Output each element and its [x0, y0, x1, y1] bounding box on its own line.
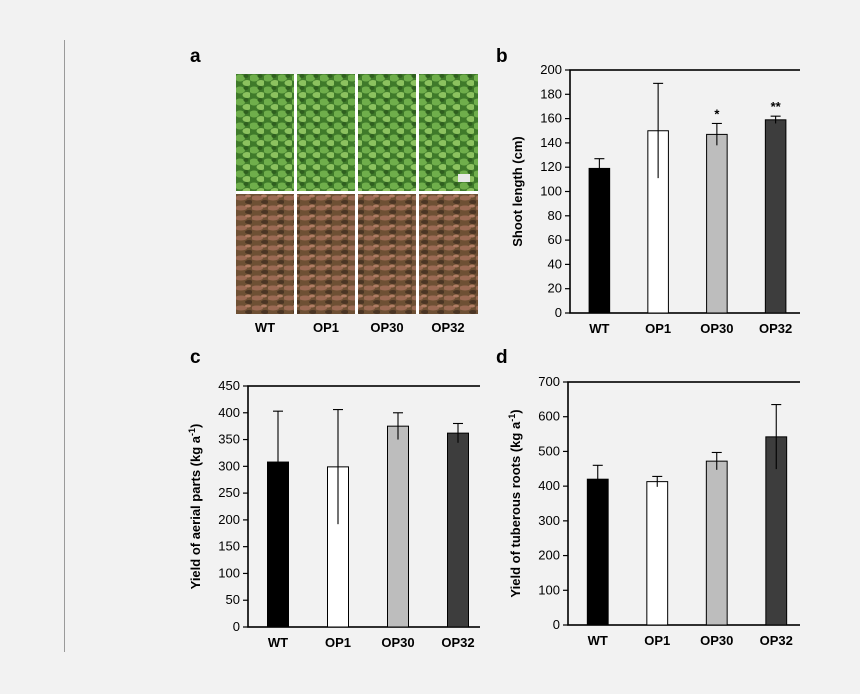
- y-tick-label: 150: [218, 539, 240, 554]
- y-tick-label: 40: [548, 256, 562, 271]
- y-tick-label: 300: [538, 513, 560, 528]
- significance-mark: *: [714, 106, 720, 121]
- chart-tuber-yield: 0 100 200 300 400 500 600 700 Yield of tuberous …: [507, 374, 800, 648]
- x-tick-label-op32: OP32: [759, 321, 792, 336]
- x-tick-label-op1: OP1: [645, 321, 671, 336]
- y-tick-label: 200: [538, 548, 560, 563]
- tuber-row: [236, 194, 478, 314]
- x-tick-label-op30: OP30: [700, 633, 733, 648]
- panel-letter-a: a: [190, 46, 201, 67]
- y-tick-label: 100: [218, 565, 240, 580]
- y-tick-label: 20: [548, 281, 562, 296]
- bar-op30: [706, 133, 728, 314]
- y-axis-label: Yield of tuberous roots (kg a-1): [507, 409, 523, 597]
- y-tick-label: 400: [538, 478, 560, 493]
- bar-wt: [586, 478, 609, 626]
- field-tag: [458, 174, 470, 182]
- chart-aerial-yield: 0 50 100 150 200 250 300 350 400 450 Yield of aeri…: [187, 378, 480, 650]
- x-tick-label-op1: OP1: [325, 635, 351, 650]
- y-tick-label: 400: [218, 405, 240, 420]
- y-tick-label: 350: [218, 432, 240, 447]
- bar-op32: [764, 119, 787, 314]
- y-tick-label: 500: [538, 443, 560, 458]
- y-tick-label: 0: [555, 305, 562, 320]
- photo-label-op1: OP1: [312, 320, 339, 335]
- y-tick-label: 0: [553, 617, 560, 632]
- y-tick-label: 250: [218, 485, 240, 500]
- y-axis-label: Shoot length (cm): [510, 136, 525, 247]
- y-tick-label: 600: [538, 409, 560, 424]
- y-tick-label: 700: [538, 374, 560, 389]
- x-tick-label-op30: OP30: [700, 321, 733, 336]
- left-divider-line: [64, 40, 65, 652]
- plot-frame: [567, 381, 800, 626]
- x-tick-label-wt: WT: [589, 321, 609, 336]
- bar-wt: [588, 167, 611, 314]
- significance-mark: **: [771, 99, 782, 114]
- chart-shoot-length: 0 20 40 60 80 100 120 140 160 180 200 Shoot length …: [510, 62, 800, 336]
- y-tick-label: 100: [540, 184, 562, 199]
- y-axis-label: Yield of aerial parts (kg a-1): [187, 424, 203, 590]
- y-tick-label: 80: [548, 208, 562, 223]
- y-tick-label: 450: [218, 378, 240, 393]
- x-tick-label-op32: OP32: [441, 635, 474, 650]
- field-photo: [236, 74, 478, 314]
- photo-label-op30: OP30: [370, 320, 404, 335]
- y-tick-label: 50: [226, 592, 240, 607]
- y-tick-label: 120: [540, 159, 562, 174]
- bar-op30: [387, 425, 409, 628]
- y-tick-label: 0: [233, 619, 240, 634]
- y-tick-label: 200: [218, 512, 240, 527]
- y-tick-label: 200: [540, 62, 562, 77]
- y-tick-label: 180: [540, 86, 562, 101]
- y-tick-label: 160: [540, 111, 562, 126]
- y-tick-label: 140: [540, 135, 562, 150]
- x-tick-label-op32: OP32: [760, 633, 793, 648]
- plot-frame: [247, 385, 480, 628]
- bar-op30: [705, 460, 728, 626]
- bar-op1: [646, 481, 669, 626]
- y-tick-label: 60: [548, 232, 562, 247]
- y-tick-label: 300: [218, 458, 240, 473]
- x-tick-label-wt: WT: [268, 635, 288, 650]
- photo-label-wt: WT: [254, 320, 276, 335]
- panel-letter-b: b: [496, 46, 508, 67]
- panel-letter-d: d: [496, 347, 508, 368]
- x-tick-label-op1: OP1: [644, 633, 670, 648]
- bar-op32: [447, 432, 469, 628]
- field-photo-composite: [236, 74, 478, 314]
- x-tick-label-wt: WT: [588, 633, 608, 648]
- panel-letter-c: c: [190, 347, 201, 368]
- photo-label-op32: OP32: [431, 320, 465, 335]
- y-tick-label: 100: [538, 582, 560, 597]
- foliage-row: [236, 74, 478, 191]
- x-tick-label-op30: OP30: [381, 635, 414, 650]
